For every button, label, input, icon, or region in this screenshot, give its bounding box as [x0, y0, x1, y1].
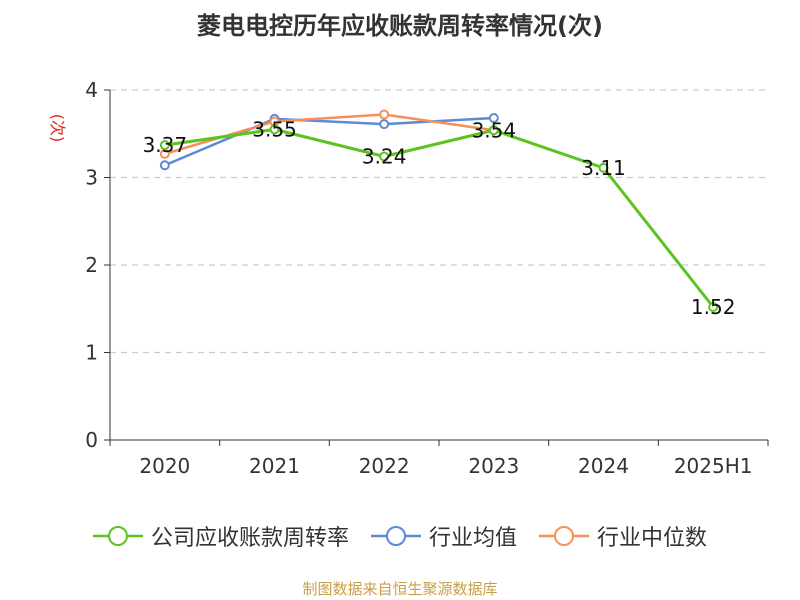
data-point — [708, 302, 719, 312]
series-line — [164, 116, 494, 167]
x-tick-label: 2021 — [249, 454, 300, 478]
x-tick-label: 2024 — [578, 454, 629, 478]
data-label: 3.54 — [472, 118, 517, 142]
data-point — [159, 160, 170, 171]
y-axis-label: (次) — [48, 114, 67, 143]
data-label: 3.37 — [143, 133, 188, 157]
legend-label: 行业中位数 — [597, 526, 708, 551]
legend-label: 行业均值 — [428, 526, 517, 551]
legend-label: 公司应收账款周转率 — [150, 526, 349, 551]
legend-marker-circle — [107, 526, 128, 546]
grid-lines — [110, 89, 768, 354]
legend-line-marker-icon — [370, 526, 421, 546]
y-tick-label: 3 — [85, 166, 98, 190]
legend-item[interactable]: 公司应收账款周转率 — [92, 520, 349, 552]
axes: 0 1 2 3 4 2020 2021 2022 2023 2024 2025H1 — [85, 78, 769, 478]
series-lines — [159, 109, 719, 312]
chart-title: 菱电电控历年应收账款周转率情况(次) — [197, 12, 603, 40]
source-note: 制图数据来自恒生聚源数据库 — [302, 580, 498, 598]
data-label: 3.55 — [252, 117, 297, 141]
data-label: 1.52 — [691, 295, 736, 319]
y-tick-label: 0 — [85, 428, 98, 452]
data-point — [159, 140, 170, 151]
data-point — [379, 109, 390, 120]
x-tick-label: 2020 — [139, 454, 190, 478]
data-label: 3.11 — [581, 156, 626, 180]
legend: 公司应收账款周转率 行业均值 行业中位数 — [0, 520, 800, 552]
data-point — [488, 125, 499, 136]
data-label: 3.24 — [362, 145, 407, 169]
x-tick-label: 2022 — [359, 454, 410, 478]
data-point — [488, 113, 499, 123]
legend-marker-circle — [554, 526, 574, 546]
data-point — [379, 119, 390, 130]
legend-marker-circle — [385, 526, 406, 546]
legend-line-marker-icon — [92, 526, 143, 546]
legend-item[interactable]: 行业均值 — [370, 520, 517, 552]
y-tick-label: 4 — [85, 78, 98, 102]
legend-item[interactable]: 行业中位数 — [539, 520, 707, 552]
y-tick-label: 2 — [85, 253, 98, 277]
series-line — [164, 127, 715, 308]
legend-line-marker-icon — [539, 526, 589, 546]
data-point — [598, 162, 609, 173]
x-tick-label: 2025H1 — [674, 454, 753, 478]
data-labels: 3.37 3.55 3.24 3.54 3.11 1.52 — [143, 117, 736, 319]
x-tick-label: 2023 — [468, 454, 519, 478]
data-point — [379, 151, 390, 162]
y-tick-label: 1 — [85, 341, 98, 365]
data-point — [269, 124, 280, 135]
